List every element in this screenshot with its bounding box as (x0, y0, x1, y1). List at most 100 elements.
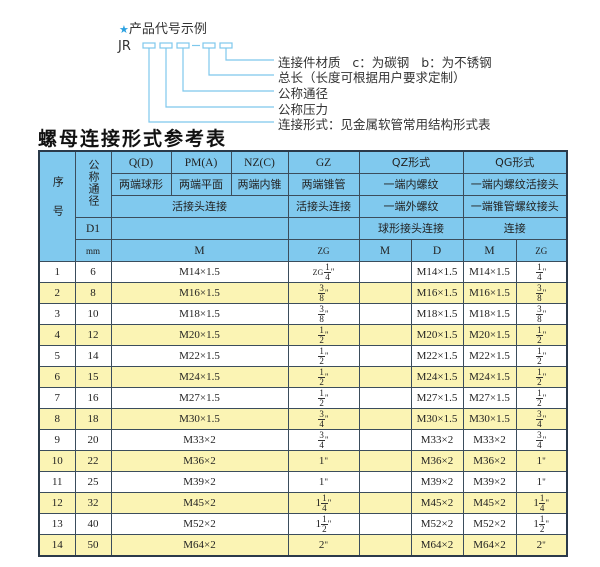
cell-dn: 14 (74, 345, 112, 367)
denominator: 4 (319, 418, 324, 429)
numerator: 3 (536, 282, 543, 294)
inch-mark: " (542, 434, 547, 445)
inch-mark: " (324, 287, 329, 298)
inch-mark: " (324, 371, 329, 382)
cell-dn: 15 (74, 366, 112, 388)
cell-qz-d: M36×2 (410, 450, 464, 472)
header-type-pma: 两端平面 (170, 173, 232, 196)
cell-seq: 5 (38, 345, 76, 367)
cell-qz-d: M22×1.5 (410, 345, 464, 367)
cell-seq: 4 (38, 324, 76, 346)
inch-mark: " (542, 413, 547, 424)
whole-number: 1 (315, 517, 322, 530)
cell-m: M64×2 (110, 534, 289, 557)
cell-zg: 1" (287, 450, 360, 472)
cell-qg-m: M20×1.5 (462, 324, 517, 346)
cell-qz-m (358, 387, 412, 409)
cell-qz-m (358, 429, 412, 451)
header-qg-zg: ZG (515, 239, 568, 262)
numerator: 1 (318, 366, 325, 378)
cell-zg: 2" (287, 534, 360, 557)
inch-mark: " (324, 392, 329, 403)
table-row: 10 22 M36×2 1" M36×2 M36×2 1" (38, 450, 568, 472)
cell-qg-m: M22×1.5 (462, 345, 517, 367)
cell-seq: 8 (38, 408, 76, 430)
cell-dn: 6 (74, 261, 112, 283)
cell-qz-d: M30×1.5 (410, 408, 464, 430)
code-box-3 (176, 42, 190, 49)
denominator: 2 (537, 376, 542, 387)
numerator: 1 (321, 492, 328, 504)
numerator: 1 (536, 261, 543, 273)
table-row: 6 15 M24×1.5 1 2 " M24×1.5 M24×1.5 1 2 " (38, 366, 568, 388)
cell-qg-zg: 1 2 " (515, 387, 568, 409)
cell-dn: 32 (74, 492, 112, 514)
cell-qg-m: M30×1.5 (462, 408, 517, 430)
inch-mark: " (324, 329, 329, 340)
cell-qz-m (358, 492, 412, 514)
cell-dn: 16 (74, 387, 112, 409)
header-conn-qz-2: 球形接头连接 (358, 217, 464, 240)
inch-mark: " (330, 266, 335, 277)
cell-seq: 7 (38, 387, 76, 409)
cell-seq: 1 (38, 261, 76, 283)
header-type-qg: 一端内螺纹活接头 (462, 173, 568, 196)
cell-qz-m (358, 303, 412, 325)
header-type-qz: 一端内螺纹 (358, 173, 464, 196)
numerator: 1 (536, 387, 543, 399)
denominator: 2 (537, 355, 542, 366)
inch-mark: " (324, 477, 329, 487)
cell-m: M39×2 (110, 471, 289, 493)
cell-qz-d: M52×2 (410, 513, 464, 535)
cell-qg-m: M27×1.5 (462, 387, 517, 409)
cell-seq: 6 (38, 366, 76, 388)
cell-m: M33×2 (110, 429, 289, 451)
cell-qg-zg: 1 1 4 " (515, 492, 568, 514)
cell-seq: 13 (38, 513, 76, 535)
cell-m: M24×1.5 (110, 366, 289, 388)
cell-qz-d: M16×1.5 (410, 282, 464, 304)
header-conn-union: 活接头连接 (110, 195, 289, 218)
thread-prefix: ZG (312, 267, 324, 277)
inch-mark: " (324, 308, 329, 319)
denominator: 4 (537, 439, 542, 450)
inch-mark: " (542, 392, 547, 403)
cell-qz-m (358, 408, 412, 430)
table-row: 8 18 M30×1.5 3 4 " M30×1.5 M30×1.5 3 4 " (38, 408, 568, 430)
table-row: 13 40 M52×2 1 1 2 " M52×2 M52×2 1 1 2 " (38, 513, 568, 535)
cell-qg-zg: 1 2 " (515, 324, 568, 346)
cell-qg-m: M52×2 (462, 513, 517, 535)
cell-zg: 1 2 " (287, 345, 360, 367)
nut-connection-table: 序号 公称通径 Q(D) PM(A) NZ(C) GZ QZ形式 QG形式 两端… (38, 150, 569, 557)
cell-seq: 10 (38, 450, 76, 472)
cell-seq: 11 (38, 471, 76, 493)
table-row: 7 16 M27×1.5 1 2 " M27×1.5 M27×1.5 1 2 " (38, 387, 568, 409)
cell-zg: 1 2 " (287, 387, 360, 409)
label-connection: 连接形式：见金属软管常用结构形式表 (278, 117, 491, 132)
denominator: 4 (537, 418, 542, 429)
inch-mark: " (324, 350, 329, 361)
cell-m: M36×2 (110, 450, 289, 472)
numerator: 3 (318, 303, 325, 315)
cell-zg: 1 2 " (287, 324, 360, 346)
table-title: 螺母连接形式参考表 (38, 128, 228, 150)
numerator: 1 (318, 387, 325, 399)
cell-qz-d: M33×2 (410, 429, 464, 451)
cell-zg: 3 8 " (287, 282, 360, 304)
header-conn-qz: 一端外螺纹 (358, 195, 464, 218)
cell-qz-m (358, 471, 412, 493)
cell-m: M22×1.5 (110, 345, 289, 367)
inch-mark: " (545, 497, 550, 508)
cell-qz-m (358, 282, 412, 304)
